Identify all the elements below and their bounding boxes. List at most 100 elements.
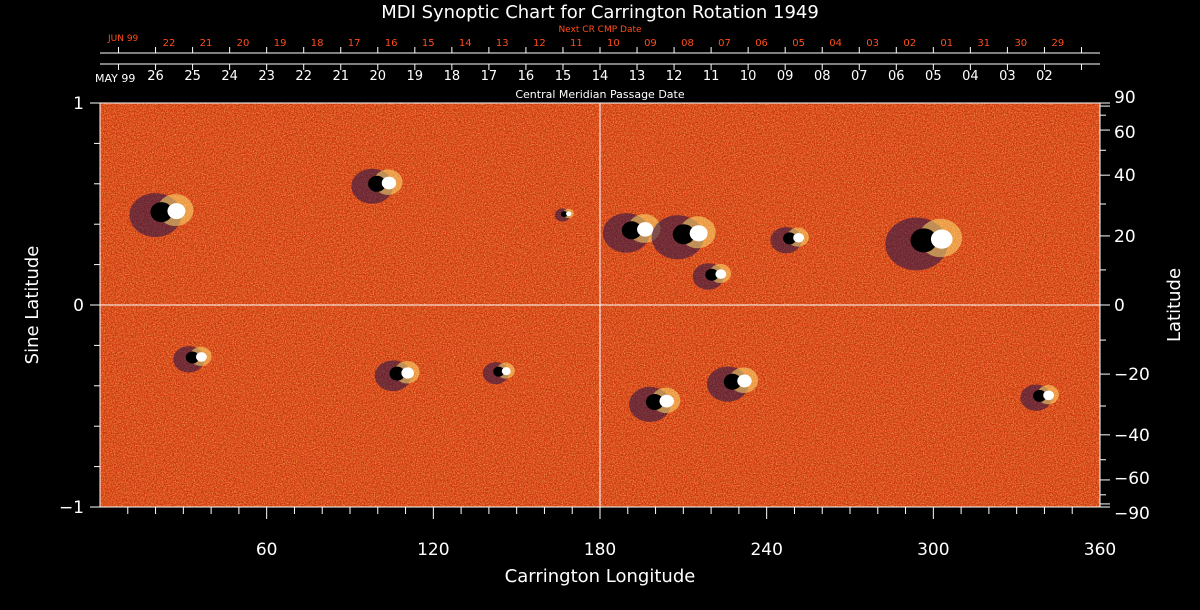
y-right-tick-label: −20 bbox=[1114, 365, 1150, 385]
cmp-date-label: 21 bbox=[332, 69, 349, 84]
cmp-date-label: 09 bbox=[777, 69, 794, 84]
positive-polarity bbox=[715, 269, 727, 279]
next-cr-date-label: 29 bbox=[1051, 38, 1064, 49]
next-cr-date-label: 31 bbox=[977, 38, 990, 49]
cmp-date-label: 26 bbox=[147, 69, 164, 84]
negative-polarity bbox=[645, 393, 664, 410]
next-cr-date-label: 15 bbox=[422, 38, 435, 49]
negative-polarity bbox=[783, 232, 797, 245]
active-region bbox=[374, 360, 420, 392]
next-cr-date-label: 08 bbox=[681, 38, 694, 49]
positive-polarity bbox=[637, 222, 654, 237]
active-region bbox=[554, 208, 574, 222]
positive-polarity bbox=[1043, 390, 1055, 401]
cmp-date-label: 17 bbox=[481, 69, 498, 84]
cmp-date-label: 15 bbox=[555, 69, 572, 84]
active-region bbox=[351, 168, 403, 204]
cmp-date-label: 07 bbox=[851, 69, 868, 84]
next-cr-date-label: 01 bbox=[940, 38, 953, 49]
cmp-date-label: 14 bbox=[592, 69, 609, 84]
positive-polarity bbox=[793, 232, 805, 243]
cmp-date-label: 06 bbox=[888, 69, 905, 84]
negative-polarity bbox=[185, 351, 200, 364]
next-cr-date-label: 05 bbox=[792, 38, 805, 49]
negative-polarity bbox=[910, 228, 937, 253]
cmp-date-label: 22 bbox=[295, 69, 312, 84]
active-region bbox=[482, 362, 515, 385]
y-right-tick-label: 40 bbox=[1114, 166, 1136, 186]
cmp-date-label: 19 bbox=[407, 69, 424, 84]
positive-polarity bbox=[501, 367, 511, 376]
positive-polarity bbox=[196, 352, 207, 362]
positive-polarity bbox=[381, 176, 397, 190]
x-tick-label: 300 bbox=[917, 540, 949, 560]
next-cr-date-label: 07 bbox=[718, 38, 731, 49]
active-region bbox=[173, 346, 212, 373]
y-right-tick-label: 0 bbox=[1114, 296, 1125, 316]
active-region bbox=[629, 386, 681, 422]
cmp-date-label: 08 bbox=[814, 69, 831, 84]
next-cr-date-label: 12 bbox=[533, 38, 546, 49]
cmp-month: MAY 99 bbox=[95, 72, 135, 85]
next-cr-date-label: 02 bbox=[903, 38, 916, 49]
negative-polarity bbox=[705, 268, 719, 281]
date-axes: 22 21 20 19 18 17 16 15 14 13 12 11 10 09 08 07 06 05 04 03… bbox=[100, 38, 1100, 84]
cmp-date-label: 04 bbox=[962, 69, 979, 84]
cmp-date-label: 13 bbox=[629, 69, 646, 84]
cmp-axis-label: Central Meridian Passage Date bbox=[515, 88, 684, 101]
negative-polarity bbox=[493, 366, 505, 377]
cmp-date-label: 25 bbox=[184, 69, 201, 84]
cmp-date-label: 03 bbox=[999, 69, 1016, 84]
cmp-date-label: 18 bbox=[444, 69, 461, 84]
plot-frame: 60 120 180 240 300 360 1 0 −1 90 60 40 20 0 −20 −40 −60 −… bbox=[59, 88, 1150, 560]
cmp-date-label: 20 bbox=[370, 69, 387, 84]
next-cr-date-label: 04 bbox=[829, 38, 842, 49]
y-right-tick-label: 90 bbox=[1114, 88, 1136, 108]
x-tick-label: 120 bbox=[417, 540, 449, 560]
positive-polarity bbox=[167, 203, 186, 220]
active-region bbox=[692, 263, 732, 290]
next-cr-label: Next CR CMP Date bbox=[558, 25, 642, 35]
negative-polarity bbox=[389, 366, 405, 381]
next-cr-date-label: 21 bbox=[200, 38, 213, 49]
chart-title: MDI Synoptic Chart for Carrington Rotati… bbox=[381, 2, 819, 23]
next-cr-date-label: 06 bbox=[755, 38, 768, 49]
cmp-date-label: 16 bbox=[518, 69, 535, 84]
next-cr-date-label: 18 bbox=[311, 38, 324, 49]
positive-polarity bbox=[659, 394, 674, 408]
cmp-date-label: 12 bbox=[666, 69, 683, 84]
active-region bbox=[706, 366, 759, 402]
active-region bbox=[129, 193, 194, 238]
cmp-date-label: 23 bbox=[258, 69, 275, 84]
y-right-tick-label: 60 bbox=[1114, 123, 1136, 143]
active-region bbox=[651, 215, 716, 260]
x-tick-label: 60 bbox=[256, 540, 278, 560]
positive-polarity bbox=[689, 225, 708, 242]
next-cr-date-label: 17 bbox=[348, 38, 361, 49]
next-cr-date-label: 19 bbox=[274, 38, 287, 49]
y-left-tick-label: 1 bbox=[73, 94, 84, 114]
active-region bbox=[770, 226, 809, 254]
x-tick-label: 360 bbox=[1084, 540, 1116, 560]
next-cr-date-label: 13 bbox=[496, 38, 509, 49]
negative-polarity bbox=[672, 224, 695, 245]
negative-polarity bbox=[621, 221, 642, 240]
y-left-tick-label: 0 bbox=[73, 296, 84, 316]
positive-polarity bbox=[930, 229, 953, 249]
next-cr-date-label: 03 bbox=[866, 38, 879, 49]
y-right-tick-label: 20 bbox=[1114, 227, 1136, 247]
y-right-tick-label: −40 bbox=[1114, 426, 1150, 446]
active-regions bbox=[129, 168, 1059, 422]
cmp-date-label: 05 bbox=[925, 69, 942, 84]
cmp-date-label: 02 bbox=[1036, 69, 1053, 84]
next-cr-date-label: 16 bbox=[385, 38, 398, 49]
negative-polarity bbox=[723, 373, 742, 390]
next-cr-date-label: 20 bbox=[237, 38, 250, 49]
negative-polarity bbox=[560, 211, 568, 218]
next-cr-month: JUN 99 bbox=[107, 34, 139, 44]
cmp-date-label: 24 bbox=[221, 69, 238, 84]
active-region bbox=[885, 217, 963, 271]
y-left-tick-label: −1 bbox=[59, 498, 84, 518]
negative-polarity bbox=[368, 175, 386, 192]
